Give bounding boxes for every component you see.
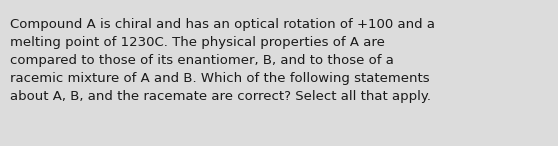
Text: Compound A is chiral and has an optical rotation of +100 and a
melting point of : Compound A is chiral and has an optical … — [10, 18, 435, 103]
